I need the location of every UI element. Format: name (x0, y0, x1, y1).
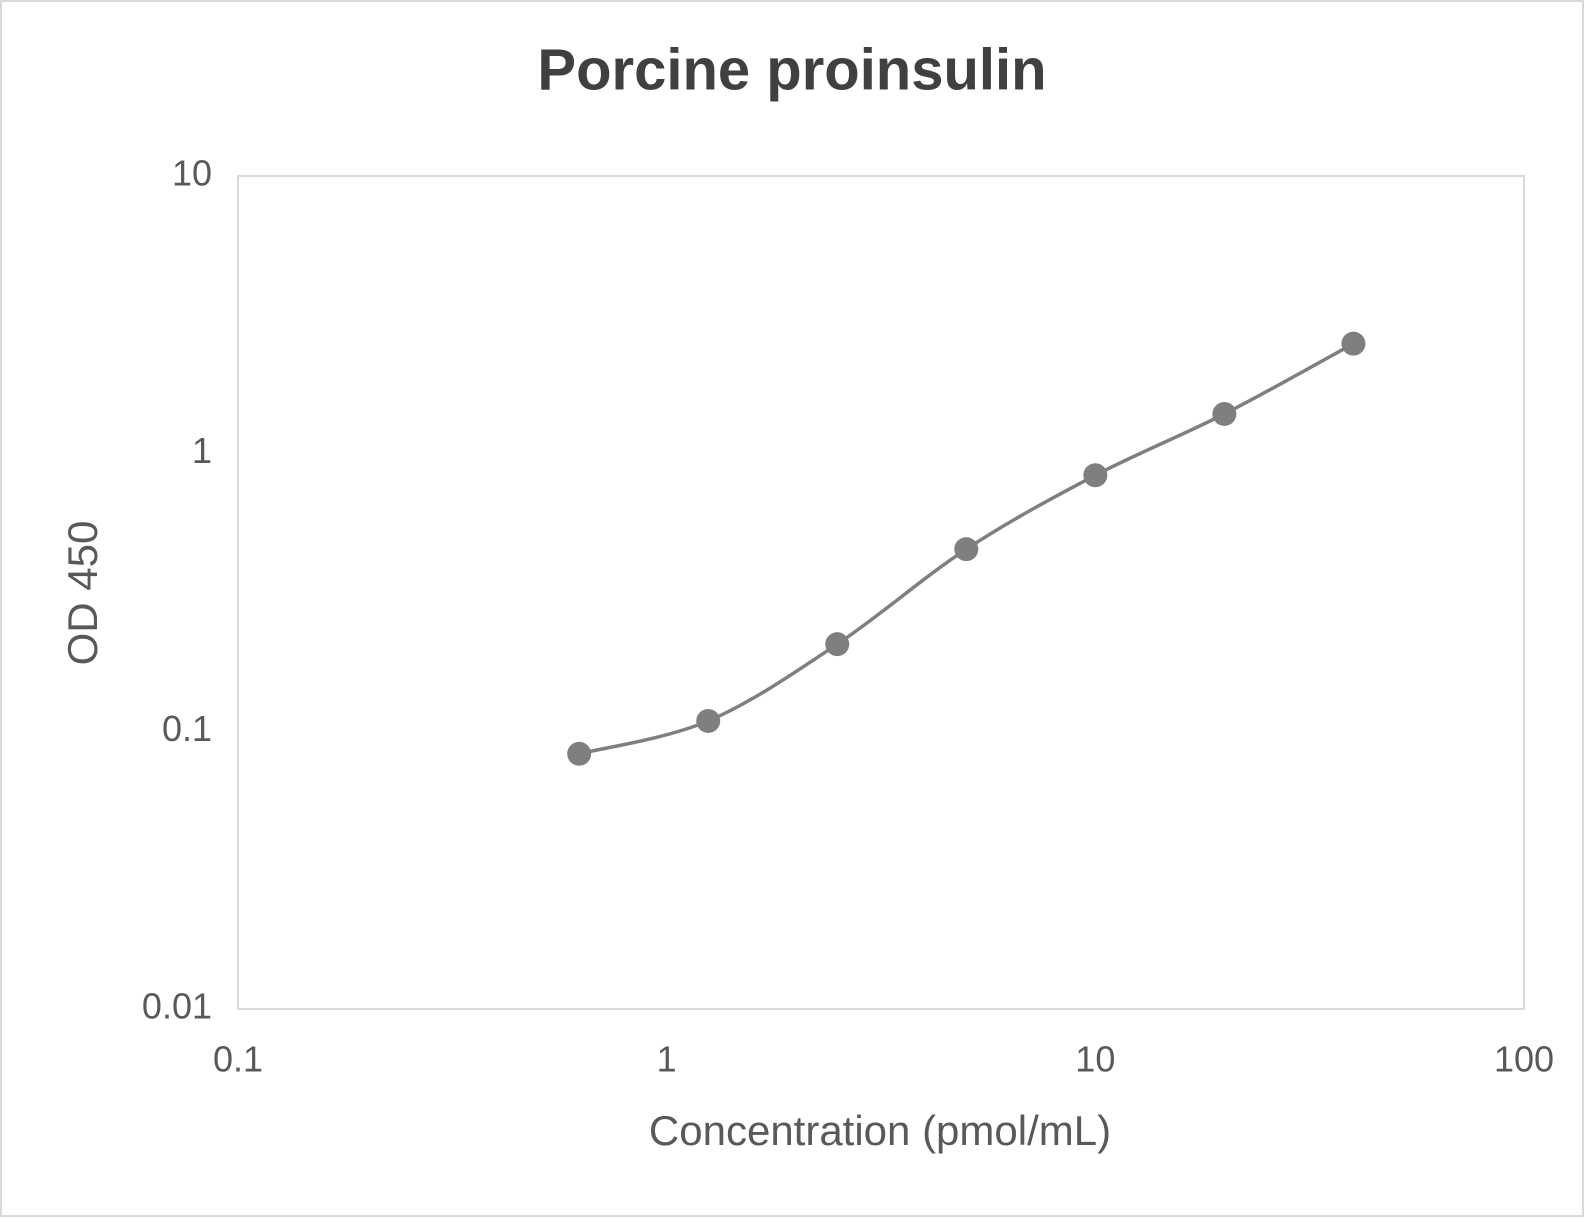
y-axis-label: OD 450 (59, 521, 106, 666)
x-tick-label: 10 (1075, 1039, 1115, 1080)
data-point (954, 537, 979, 562)
data-point (567, 741, 592, 766)
x-tick-label: 0.1 (213, 1039, 263, 1080)
x-tick-label: 1 (657, 1039, 677, 1080)
data-point (1212, 401, 1237, 426)
data-point (1083, 463, 1108, 488)
data-point (825, 632, 850, 657)
plot-area (237, 175, 1525, 1010)
y-tick-label: 1 (192, 430, 212, 471)
data-point (696, 708, 721, 733)
data-point (1341, 331, 1366, 356)
x-axis-label: Concentration (pmol/mL) (649, 1107, 1111, 1154)
chart-title: Porcine proinsulin (537, 37, 1046, 102)
y-tick-label: 10 (172, 153, 212, 194)
y-tick-label: 0.1 (162, 708, 212, 749)
y-tick-label: 0.01 (142, 986, 212, 1027)
x-tick-label: 100 (1494, 1039, 1554, 1080)
